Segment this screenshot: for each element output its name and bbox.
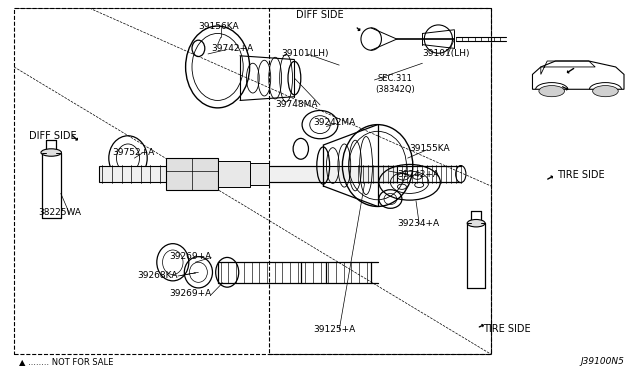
Text: 39234+A: 39234+A: [397, 219, 439, 228]
Text: 39155KA: 39155KA: [410, 144, 450, 153]
Text: 39742+A: 39742+A: [211, 44, 253, 53]
Text: 39752+A: 39752+A: [112, 148, 154, 157]
Text: ▲ ........ NOT FOR SALE: ▲ ........ NOT FOR SALE: [19, 357, 113, 366]
Text: 39269+A: 39269+A: [170, 289, 212, 298]
Text: 39242MA: 39242MA: [314, 118, 356, 127]
Text: 39156KA: 39156KA: [198, 22, 239, 31]
Polygon shape: [166, 158, 218, 190]
Text: TIRE SIDE: TIRE SIDE: [557, 170, 604, 180]
Ellipse shape: [467, 219, 485, 227]
Text: (38342Q): (38342Q): [376, 85, 415, 94]
Text: 39268KA: 39268KA: [138, 271, 178, 280]
Ellipse shape: [593, 86, 618, 97]
Polygon shape: [99, 166, 397, 182]
Text: DIFF SIDE: DIFF SIDE: [29, 131, 76, 141]
Bar: [14, 8, 491, 354]
Bar: [269, 8, 491, 354]
Text: J39100N5: J39100N5: [580, 357, 624, 366]
Ellipse shape: [539, 86, 564, 97]
Text: 38225WA: 38225WA: [38, 208, 81, 217]
Text: 39242+A: 39242+A: [397, 170, 439, 179]
Text: 39101(LH): 39101(LH): [282, 49, 329, 58]
Text: SEC.311: SEC.311: [378, 74, 412, 83]
Text: 39101(LH): 39101(LH): [422, 49, 470, 58]
Text: 39269+A: 39269+A: [170, 252, 212, 261]
Text: DIFF SIDE: DIFF SIDE: [296, 10, 344, 20]
Text: 39125+A: 39125+A: [314, 325, 356, 334]
Text: TIRE SIDE: TIRE SIDE: [483, 324, 531, 334]
Ellipse shape: [41, 149, 61, 156]
Text: 39748MA: 39748MA: [275, 100, 317, 109]
Polygon shape: [250, 163, 269, 185]
Polygon shape: [218, 161, 250, 187]
